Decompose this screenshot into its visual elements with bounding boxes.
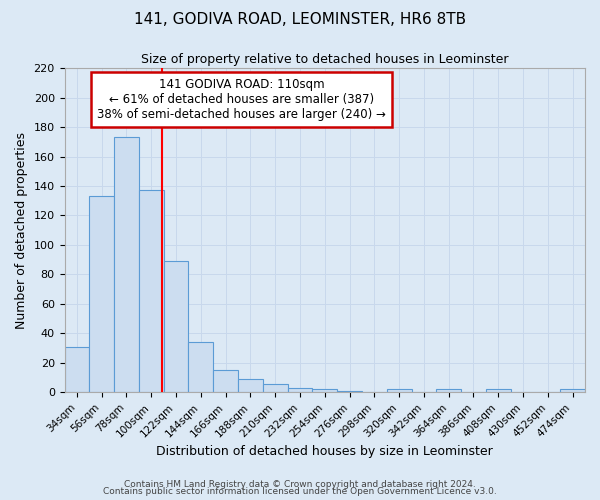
X-axis label: Distribution of detached houses by size in Leominster: Distribution of detached houses by size … <box>157 444 493 458</box>
Bar <box>313 390 337 392</box>
Bar <box>287 388 313 392</box>
Bar <box>114 138 139 392</box>
Bar <box>65 346 89 393</box>
Text: 141, GODIVA ROAD, LEOMINSTER, HR6 8TB: 141, GODIVA ROAD, LEOMINSTER, HR6 8TB <box>134 12 466 28</box>
Y-axis label: Number of detached properties: Number of detached properties <box>15 132 28 328</box>
Bar <box>238 379 263 392</box>
Title: Size of property relative to detached houses in Leominster: Size of property relative to detached ho… <box>141 52 509 66</box>
Bar <box>560 390 585 392</box>
Bar <box>263 384 287 392</box>
Bar <box>337 391 362 392</box>
Bar <box>188 342 213 392</box>
Bar <box>436 390 461 392</box>
Text: Contains HM Land Registry data © Crown copyright and database right 2024.: Contains HM Land Registry data © Crown c… <box>124 480 476 489</box>
Bar <box>387 390 412 392</box>
Bar <box>486 390 511 392</box>
Bar <box>89 196 114 392</box>
Bar <box>164 261 188 392</box>
Bar <box>139 190 164 392</box>
Text: 141 GODIVA ROAD: 110sqm
← 61% of detached houses are smaller (387)
38% of semi-d: 141 GODIVA ROAD: 110sqm ← 61% of detache… <box>97 78 386 121</box>
Bar <box>213 370 238 392</box>
Text: Contains public sector information licensed under the Open Government Licence v3: Contains public sector information licen… <box>103 487 497 496</box>
